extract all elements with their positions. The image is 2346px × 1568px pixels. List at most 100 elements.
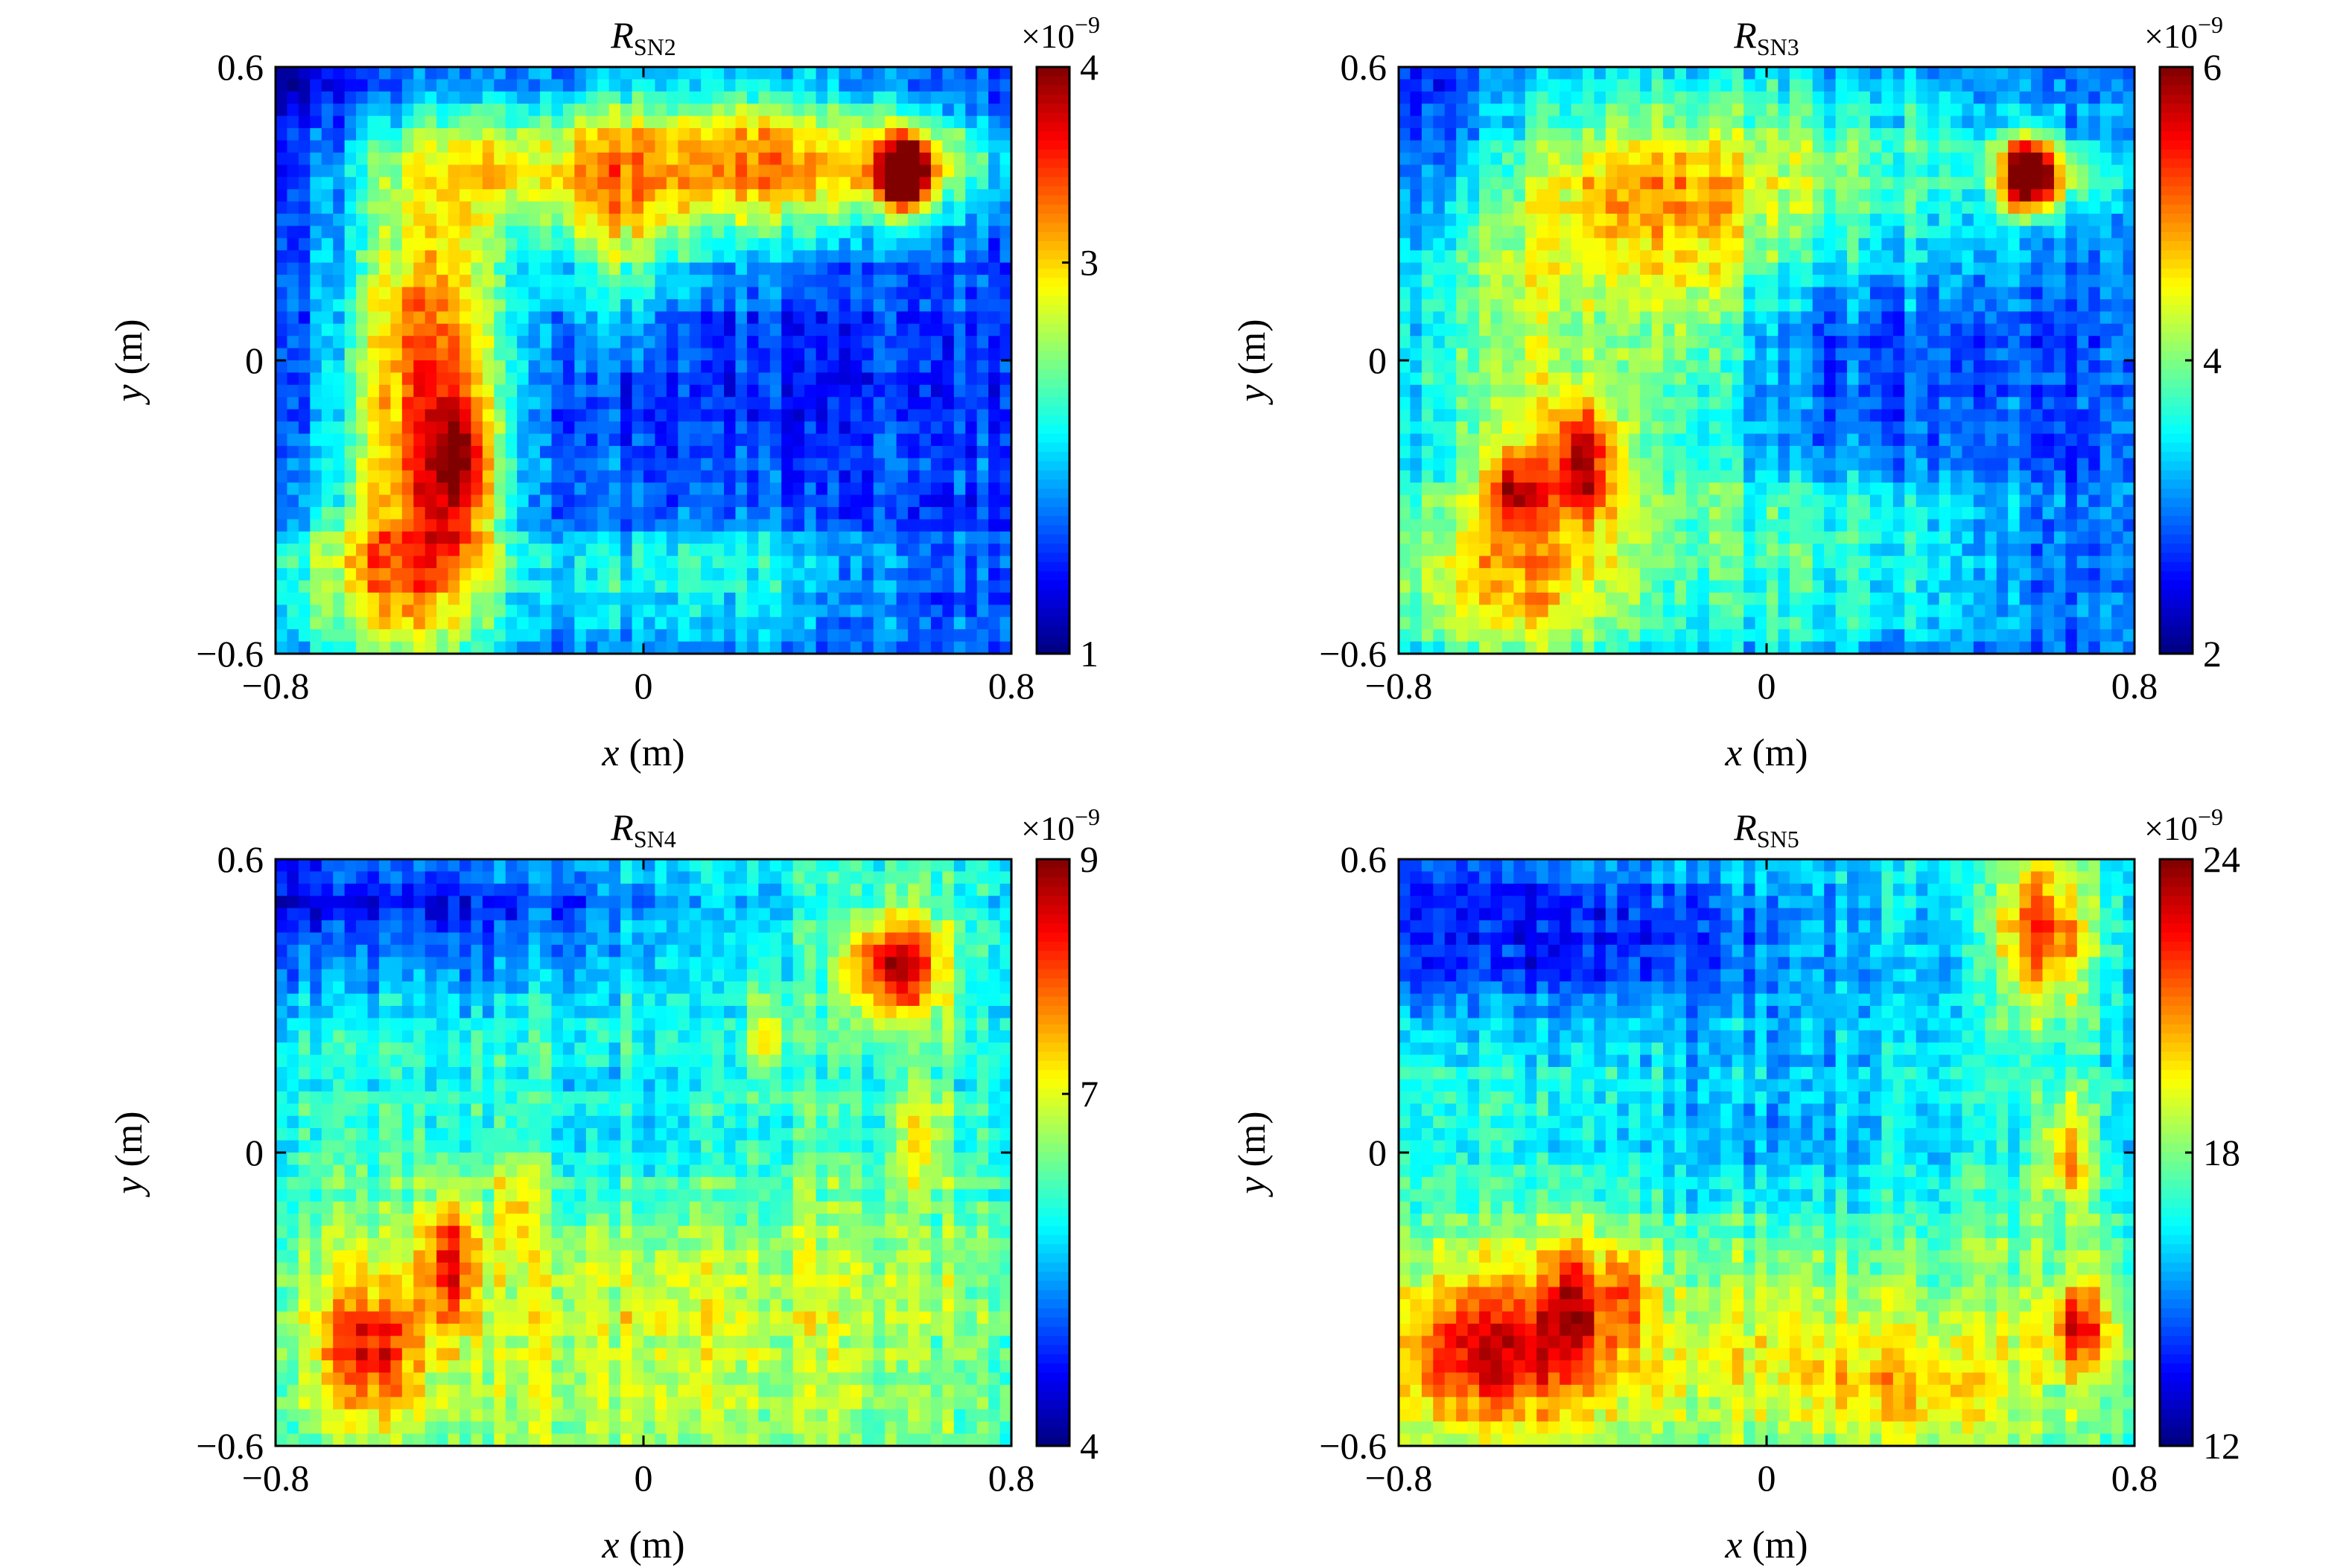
- heatmap-cell: [425, 115, 437, 129]
- heatmap-cell: [425, 421, 437, 435]
- heatmap-cell: [390, 287, 403, 300]
- heatmap-cell: [390, 323, 403, 337]
- heatmap-cell: [413, 287, 426, 300]
- heatmap-cell: [436, 384, 449, 398]
- heatmap-cell: [333, 555, 346, 569]
- heatmap-cell: [413, 360, 426, 374]
- heatmap-cell: [333, 128, 346, 141]
- heatmap-cell: [344, 531, 357, 545]
- heatmap-cell: [276, 494, 288, 508]
- heatmap-cell: [413, 140, 426, 153]
- heatmap-cell: [310, 482, 322, 496]
- heatmap-cell: [367, 238, 380, 252]
- heatmap-cell: [367, 336, 380, 349]
- heatmap-cell: [276, 91, 288, 105]
- heatmap-cell: [425, 433, 437, 447]
- heatmap-cell: [298, 592, 311, 606]
- heatmap-cell: [344, 226, 357, 239]
- heatmap-cell: [333, 238, 346, 252]
- heatmap-cell: [436, 409, 449, 422]
- heatmap-cell: [436, 348, 449, 361]
- heatmap-cell: [390, 409, 403, 422]
- heatmap-cell: [367, 79, 380, 92]
- heatmap-cell: [321, 641, 334, 654]
- heatmap-cell: [287, 384, 299, 398]
- heatmap-cell: [298, 226, 311, 239]
- heatmap-cell: [333, 580, 346, 593]
- heatmap-cell: [333, 176, 346, 190]
- heatmap-cell: [298, 372, 311, 386]
- heatmap-cell: [413, 165, 426, 178]
- heatmap-cell: [276, 372, 288, 386]
- heatmap-cell: [333, 214, 346, 227]
- heatmap-cell: [276, 629, 288, 643]
- heatmap-cell: [344, 214, 357, 227]
- heatmap-cell: [276, 568, 288, 581]
- heatmap-cell: [378, 91, 392, 105]
- heatmap-cell: [287, 323, 299, 337]
- heatmap-cell: [378, 103, 392, 117]
- heatmap-cell: [298, 544, 311, 557]
- heatmap-cell: [287, 580, 299, 593]
- heatmap-cell: [356, 226, 369, 239]
- heatmap-cell: [321, 214, 334, 227]
- heatmap-cell: [333, 605, 346, 618]
- heatmap-cell: [436, 176, 449, 190]
- heatmap-cell: [436, 616, 449, 630]
- heatmap-cell: [276, 67, 288, 80]
- heatmap-cell: [356, 103, 369, 117]
- heatmap-cell: [378, 458, 392, 471]
- heatmap-cell: [276, 176, 288, 190]
- heatmap-cell: [367, 397, 380, 410]
- heatmap-cell: [401, 568, 415, 581]
- heatmap-cell: [401, 128, 415, 141]
- heatmap-cell: [448, 128, 460, 141]
- heatmap-cell: [321, 348, 334, 361]
- heatmap-cell: [413, 323, 426, 337]
- heatmap-cell: [425, 605, 437, 618]
- heatmap-cell: [310, 641, 322, 654]
- heatmap-cell: [367, 555, 380, 569]
- heatmap-cell: [287, 91, 299, 105]
- heatmap-cell: [425, 323, 437, 337]
- heatmap-cell: [390, 519, 403, 532]
- panel1-heatmap: [276, 67, 1012, 654]
- heatmap-cell: [413, 91, 426, 105]
- heatmap-cell: [425, 311, 437, 325]
- heatmap-cell: [367, 103, 380, 117]
- heatmap-cell: [425, 458, 437, 471]
- heatmap-cell: [401, 592, 415, 606]
- heatmap-cell: [333, 592, 346, 606]
- heatmap-cell: [276, 519, 288, 532]
- heatmap-cell: [425, 176, 437, 190]
- heatmap-cell: [436, 592, 449, 606]
- heatmap-cell: [367, 372, 380, 386]
- heatmap-cell: [356, 580, 369, 593]
- heatmap-cell: [344, 494, 357, 508]
- heatmap-cell: [378, 605, 392, 618]
- heatmap-cell: [344, 91, 357, 105]
- heatmap-cell: [436, 421, 449, 435]
- heatmap-cell: [321, 238, 334, 252]
- heatmap-cell: [390, 470, 403, 483]
- heatmap-cell: [344, 115, 357, 129]
- heatmap-cell: [344, 67, 357, 80]
- heatmap-cell: [367, 421, 380, 435]
- heatmap-cell: [310, 323, 322, 337]
- heatmap-cell: [425, 165, 437, 178]
- heatmap-cell: [390, 299, 403, 313]
- heatmap-cell: [390, 238, 403, 252]
- heatmap-cell: [356, 482, 369, 496]
- heatmap-cell: [333, 519, 346, 532]
- heatmap-cell: [413, 544, 426, 557]
- heatmap-cell: [276, 531, 288, 545]
- heatmap-cell: [367, 641, 380, 654]
- heatmap-cell: [401, 372, 415, 386]
- heatmap-cell: [413, 115, 426, 129]
- heatmap-cell: [401, 482, 415, 496]
- heatmap-cell: [390, 494, 403, 508]
- heatmap-cell: [333, 103, 346, 117]
- heatmap-cell: [378, 592, 392, 606]
- heatmap-cell: [413, 482, 426, 496]
- heatmap-cell: [321, 115, 334, 129]
